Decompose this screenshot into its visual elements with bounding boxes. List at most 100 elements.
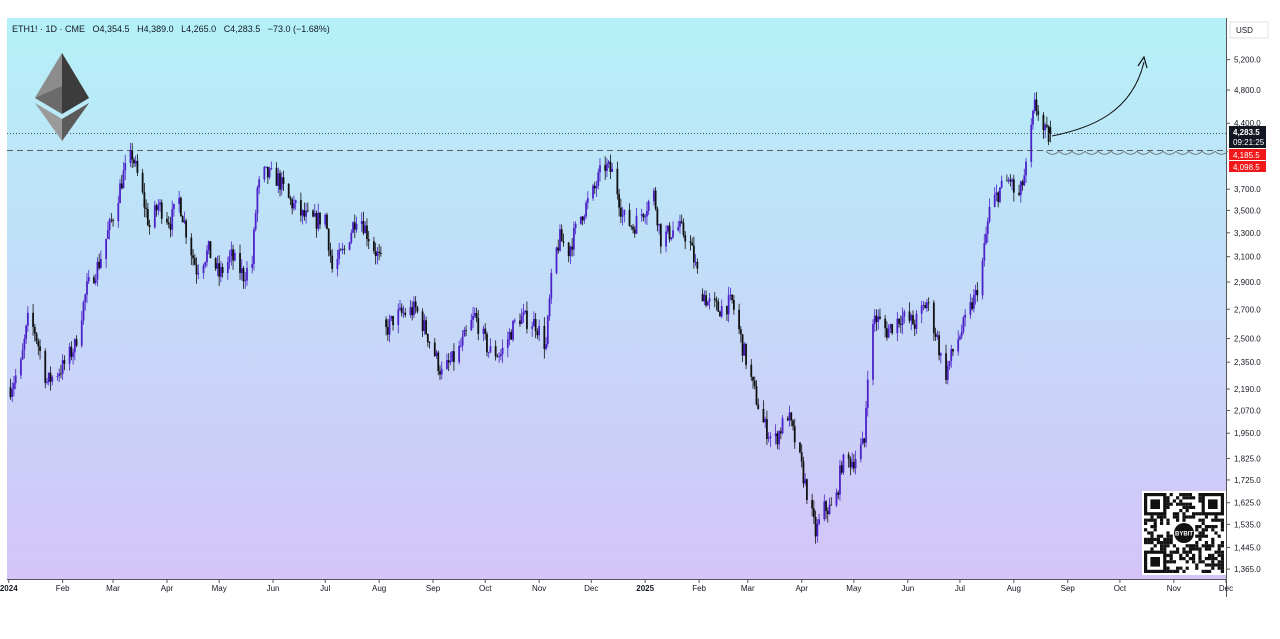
- candle: [428, 341, 431, 349]
- candle: [169, 216, 172, 238]
- candle: [1045, 116, 1048, 129]
- candle: [1023, 168, 1026, 187]
- candle: [658, 223, 661, 235]
- candle: [767, 432, 770, 443]
- candle: [197, 264, 200, 280]
- time-tick-label: 2024: [0, 584, 18, 593]
- price-tick-label: 1,950.0: [1234, 429, 1261, 438]
- candle: [202, 263, 205, 279]
- candle: [971, 297, 974, 311]
- candle: [522, 303, 525, 323]
- candle: [155, 203, 158, 217]
- candle: [270, 161, 273, 171]
- level-a-label: 4,185.5: [1233, 151, 1260, 160]
- candle: [524, 310, 527, 315]
- candle: [837, 490, 840, 500]
- candle: [362, 211, 365, 236]
- candle: [277, 167, 280, 194]
- candle: [80, 311, 83, 348]
- candle: [400, 303, 403, 317]
- candle: [877, 309, 880, 330]
- candle: [849, 456, 852, 476]
- support-arc: [1123, 150, 1138, 155]
- candle: [1009, 174, 1012, 187]
- candle: [665, 225, 667, 253]
- candle: [397, 303, 400, 334]
- time-tick-label: Dec: [584, 584, 598, 593]
- candle: [46, 377, 48, 385]
- candle: [266, 166, 269, 184]
- candle: [536, 328, 539, 340]
- time-tick-label: Jun: [267, 584, 280, 593]
- candle: [719, 310, 721, 317]
- candle: [926, 299, 928, 312]
- candle: [816, 519, 819, 543]
- candle: [628, 203, 631, 227]
- candle: [134, 155, 137, 167]
- candle: [818, 513, 820, 526]
- candle: [581, 215, 584, 226]
- candle: [599, 158, 601, 182]
- candle: [884, 314, 887, 338]
- price-tick-label: 1,535.0: [1234, 520, 1261, 529]
- candle: [60, 365, 62, 379]
- candle: [221, 263, 224, 278]
- candle: [865, 401, 867, 448]
- currency-box[interactable]: USD: [1229, 21, 1269, 39]
- candle: [373, 236, 375, 254]
- support-arc: [1136, 150, 1151, 155]
- candle: [708, 293, 711, 310]
- support-arc: [1058, 150, 1073, 155]
- candle: [1025, 158, 1027, 184]
- candle: [701, 288, 704, 302]
- candle: [239, 244, 241, 280]
- candle: [840, 461, 843, 475]
- candle: [338, 242, 341, 265]
- candle: [399, 300, 401, 312]
- candle: [562, 233, 565, 247]
- support-arc: [1071, 150, 1086, 155]
- candle: [145, 199, 148, 218]
- last-price-label: 4,283.5: [1233, 128, 1260, 137]
- price-tick-label: 1,825.0: [1234, 454, 1261, 463]
- candle: [246, 261, 248, 286]
- candle: [392, 315, 394, 331]
- candle: [339, 248, 342, 251]
- candle: [35, 332, 38, 344]
- candle: [1005, 174, 1008, 182]
- candle: [494, 340, 497, 361]
- candle: [49, 366, 52, 391]
- candle: [253, 227, 255, 271]
- candle: [1044, 122, 1047, 139]
- candle: [465, 325, 467, 337]
- time-tick-label: Aug: [1007, 584, 1021, 593]
- candle: [287, 183, 290, 199]
- candle: [1007, 177, 1010, 184]
- candle: [519, 313, 521, 327]
- candle: [703, 290, 706, 306]
- candle: [388, 314, 391, 343]
- candle: [962, 315, 965, 335]
- candle: [23, 334, 26, 359]
- candle: [86, 273, 88, 304]
- candle: [635, 208, 638, 235]
- candle: [826, 507, 829, 523]
- time-axis-background: [7, 579, 1226, 597]
- candle: [461, 330, 464, 352]
- candle: [440, 361, 443, 380]
- candle: [179, 196, 182, 217]
- candle: [546, 314, 549, 348]
- candle: [769, 432, 772, 448]
- candle: [47, 372, 50, 386]
- candle: [790, 411, 793, 427]
- candle: [595, 180, 598, 197]
- low-value: L4,265.0: [181, 24, 217, 34]
- support-arc: [1149, 150, 1164, 155]
- candle: [451, 350, 454, 363]
- candle: [506, 331, 509, 358]
- candle: [811, 493, 814, 517]
- time-tick-label: Mar: [741, 584, 755, 593]
- candle: [732, 295, 735, 315]
- candle: [324, 213, 327, 228]
